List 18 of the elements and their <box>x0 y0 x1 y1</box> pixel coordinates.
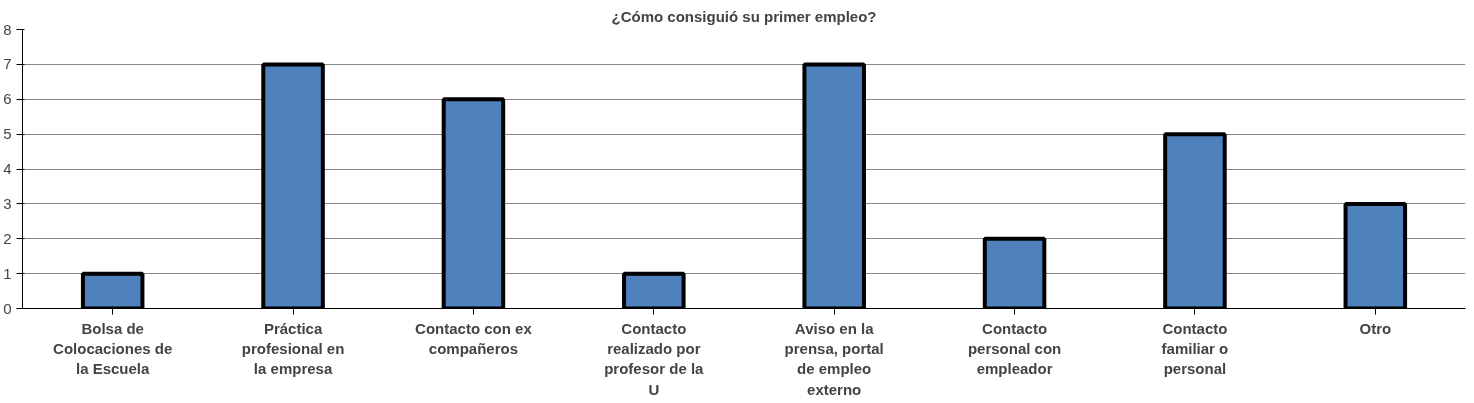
y-tick-label: 8 <box>3 20 12 38</box>
y-tick-label: 1 <box>3 264 12 282</box>
x-tick-label: Contacto personal con empleador <box>967 319 1062 378</box>
x-tick-label: Práctica profesional en la empresa <box>241 319 345 378</box>
y-tick-label: 2 <box>3 229 12 247</box>
x-tick-label: Bolsa de Colocaciones de la Escuela <box>53 319 173 378</box>
x-tick-label: Contacto familiar o personal <box>1161 319 1229 378</box>
y-tick-label: 7 <box>3 55 12 73</box>
y-tick-label: 5 <box>3 125 12 143</box>
chart-title: ¿Cómo consiguió su primer empleo? <box>611 7 877 25</box>
x-tick-label: Contacto con ex compañeros <box>415 319 533 357</box>
y-tick-label: 0 <box>3 299 12 317</box>
y-tick-label: 3 <box>3 194 12 212</box>
y-tick-label: 6 <box>3 90 12 108</box>
y-tick-label: 4 <box>3 160 12 177</box>
x-tick-label: Aviso en la prensa, portal de empleo externo <box>784 319 884 398</box>
x-tick-label: Otro <box>1359 319 1392 337</box>
x-tick-label: Contacto realizado por profesor de la U <box>604 319 705 398</box>
